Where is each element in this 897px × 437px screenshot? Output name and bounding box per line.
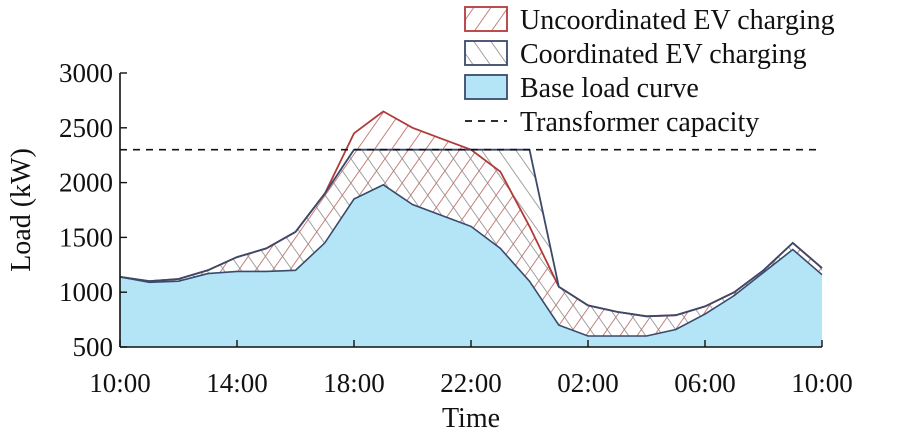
legend: Uncoordinated EV charging Coordinated EV… xyxy=(464,5,835,138)
y-tick-label: 500 xyxy=(73,332,114,362)
x-ticks: 10:00 14:00 18:00 22:00 02:00 06:00 10:00 xyxy=(89,340,853,398)
legend-swatch-base-load xyxy=(464,74,508,100)
base-load-area xyxy=(120,184,822,347)
y-tick-label: 2500 xyxy=(59,113,113,143)
y-tick-label: 1500 xyxy=(59,222,113,252)
legend-swatch-uncoordinated xyxy=(464,6,508,32)
x-tick-label: 06:00 xyxy=(674,368,736,398)
x-tick-label: 02:00 xyxy=(557,368,619,398)
base-load-line xyxy=(119,183,823,337)
x-tick-label: 10:00 xyxy=(791,368,853,398)
legend-swatch-coordinated xyxy=(464,40,508,66)
x-axis-title: Time xyxy=(442,403,500,434)
y-tick-label: 3000 xyxy=(59,58,113,88)
legend-item-uncoordinated: Uncoordinated EV charging xyxy=(464,5,835,36)
axes: 500 1000 1500 2000 2500 3000 10:00 14:00 18:00 2… xyxy=(59,58,853,398)
x-tick-label: 22:00 xyxy=(440,368,502,398)
y-axis-title: Load (kW) xyxy=(6,148,37,272)
legend-label-base-load: Base load curve xyxy=(520,73,699,104)
legend-label-coordinated: Coordinated EV charging xyxy=(520,39,807,70)
x-tick-label: 18:00 xyxy=(323,368,385,398)
legend-item-base-load: Base load curve xyxy=(464,73,699,104)
y-tick-label: 1000 xyxy=(59,277,113,307)
y-tick-label: 2000 xyxy=(59,168,113,198)
legend-label-transformer-capacity: Transformer capacity xyxy=(520,107,759,138)
plot-area xyxy=(119,110,823,348)
x-tick-label: 10:00 xyxy=(89,368,151,398)
x-tick-label: 14:00 xyxy=(206,368,268,398)
legend-item-coordinated: Coordinated EV charging xyxy=(464,39,807,70)
legend-label-uncoordinated: Uncoordinated EV charging xyxy=(520,5,835,36)
y-ticks: 500 1000 1500 2000 2500 3000 xyxy=(59,58,127,362)
legend-item-transformer-capacity: Transformer capacity xyxy=(465,107,759,138)
